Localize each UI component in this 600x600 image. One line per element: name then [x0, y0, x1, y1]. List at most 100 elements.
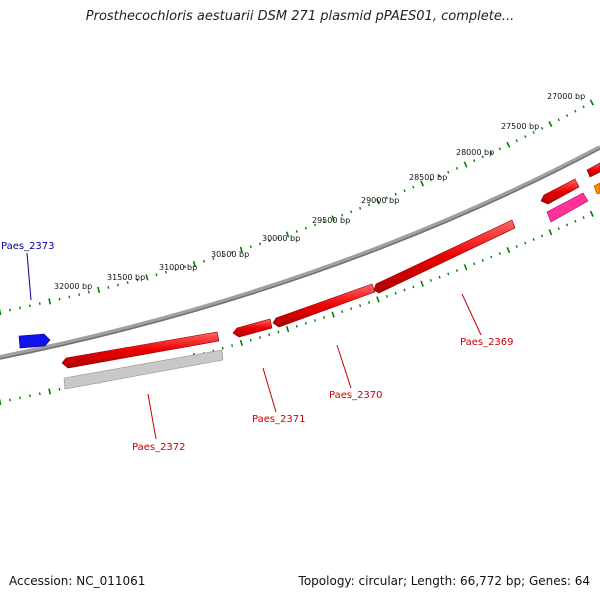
inner-scale-tick: [367, 301, 371, 304]
label-paes-2370[interactable]: Paes_2370: [329, 390, 383, 401]
inner-scale-tick: [412, 285, 415, 289]
outer-scale-tick: [582, 105, 585, 109]
inner-scale-tick: [438, 275, 441, 279]
scale-ring-outer: [0, 99, 594, 316]
outer-scale-tick: [202, 259, 205, 263]
inner-scale-tick: [506, 246, 511, 254]
inner-scale-tick: [268, 333, 271, 337]
gene-paes-2370[interactable]: [272, 283, 376, 328]
gene-upper-right-1[interactable]: [540, 178, 580, 205]
outer-scale-tick: [429, 178, 432, 182]
gene-orange[interactable]: [593, 182, 600, 195]
outer-scale-tick: [304, 226, 307, 230]
inner-scale-tick: [515, 245, 518, 248]
outer-scale-tick: [394, 192, 397, 196]
accession-label: Accession: NC_011061: [9, 574, 146, 588]
inner-scale-tick: [463, 264, 468, 271]
inner-scale-tick: [295, 324, 298, 328]
leader-paes-2372: [147, 393, 157, 440]
inner-scale-tick: [231, 344, 234, 347]
outer-scale-tick: [350, 210, 353, 214]
plasmid-backbone-shade: [0, 148, 600, 360]
outer-scale-tick: [447, 170, 450, 174]
outer-scale-tick: [126, 281, 129, 284]
outer-scale-tick: [385, 196, 388, 200]
gene-pink[interactable]: [546, 192, 589, 223]
inner-scale-tick: [277, 330, 280, 334]
gene-upper-right-2[interactable]: [586, 162, 600, 178]
inner-scale-tick: [394, 291, 397, 295]
outer-scale-tick: [107, 286, 110, 289]
outer-scale-tick: [68, 295, 71, 299]
gene-paes-2373[interactable]: [18, 333, 51, 349]
scale-label-29500: 29500 bp: [312, 216, 350, 225]
gene-paes-2371[interactable]: [232, 318, 273, 338]
plasmid-backbone: [0, 145, 600, 359]
summary-label: Topology: circular; Length: 66,772 bp; G…: [298, 574, 590, 588]
outer-scale-tick: [438, 174, 441, 178]
outer-scale-tick: [221, 254, 224, 257]
scale-label-31000: 31000 bp: [159, 263, 197, 272]
outer-scale-tick: [331, 215, 335, 222]
inner-scale-tick: [429, 279, 432, 282]
outer-scale-tick: [557, 118, 560, 122]
outer-scale-tick: [58, 297, 61, 301]
outer-scale-tick: [145, 274, 149, 281]
inner-scale-tick: [323, 316, 326, 319]
outer-scale-tick: [192, 260, 197, 268]
outer-scale-tick: [403, 189, 406, 193]
outer-scale-tick: [258, 242, 262, 246]
outer-scale-tick: [341, 213, 344, 217]
outer-scale-tick: [268, 239, 271, 243]
outer-scale-tick: [481, 155, 484, 159]
map-title: Prosthecochloris aestuarii DSM 271 plasm…: [85, 9, 515, 24]
inner-scale-tick: [285, 326, 290, 333]
leader-paes-2371: [262, 367, 277, 413]
inner-scale-tick: [524, 241, 527, 245]
label-paes-2371[interactable]: Paes_2371: [252, 414, 306, 425]
inner-scale-tick: [557, 227, 560, 231]
outer-scale-tick: [9, 308, 11, 312]
scale-label-27500: 27500 bp: [501, 122, 539, 131]
outer-scale-tick: [249, 245, 252, 249]
leader-paes-2373: [26, 252, 32, 301]
outer-scale-tick: [285, 231, 290, 238]
inner-scale-tick: [574, 219, 577, 223]
label-paes-2369[interactable]: Paes_2369: [460, 337, 514, 348]
outer-scale-tick: [239, 246, 244, 253]
gene-paes-2369[interactable]: [373, 219, 516, 294]
scale-label-28000: 28000 bp: [456, 148, 494, 157]
outer-scale-tick: [97, 286, 101, 293]
outer-scale-tick: [19, 306, 21, 310]
outer-scale-tick: [524, 135, 527, 139]
outer-scale-tick: [87, 290, 90, 294]
outer-scale-tick: [136, 278, 139, 282]
outer-scale-tick: [231, 251, 234, 255]
label-paes-2373[interactable]: Paes_2373: [1, 241, 55, 252]
inner-scale-tick: [359, 304, 362, 308]
inner-scale-tick: [9, 398, 11, 402]
outer-scale-tick: [28, 304, 31, 308]
pseudogene-feature[interactable]: [63, 349, 224, 390]
scale-label-28500: 28500 bp: [409, 173, 447, 182]
outer-scale-tick: [515, 139, 518, 143]
gene-paes-2372[interactable]: [61, 331, 220, 369]
inner-scale-tick: [258, 336, 261, 339]
inner-scale-tick: [490, 255, 493, 259]
scale-label-27000: 27000 bp: [547, 92, 585, 101]
inner-scale-tick: [582, 216, 585, 219]
inner-scale-tick: [0, 398, 2, 406]
inner-scale-tick: [313, 319, 317, 322]
outer-scale-tick: [455, 166, 459, 170]
outer-scale-tick: [463, 161, 468, 168]
outer-scale-tick: [322, 220, 326, 224]
inner-scale-tick: [385, 294, 388, 298]
scale-label-32000: 32000 bp: [54, 282, 92, 291]
inner-scale-tick: [447, 272, 450, 276]
outer-scale-tick: [155, 273, 158, 277]
label-paes-2372[interactable]: Paes_2372: [132, 442, 186, 453]
outer-scale-tick: [38, 302, 41, 305]
inner-scale-tick: [473, 262, 476, 266]
outer-scale-tick: [367, 203, 371, 207]
